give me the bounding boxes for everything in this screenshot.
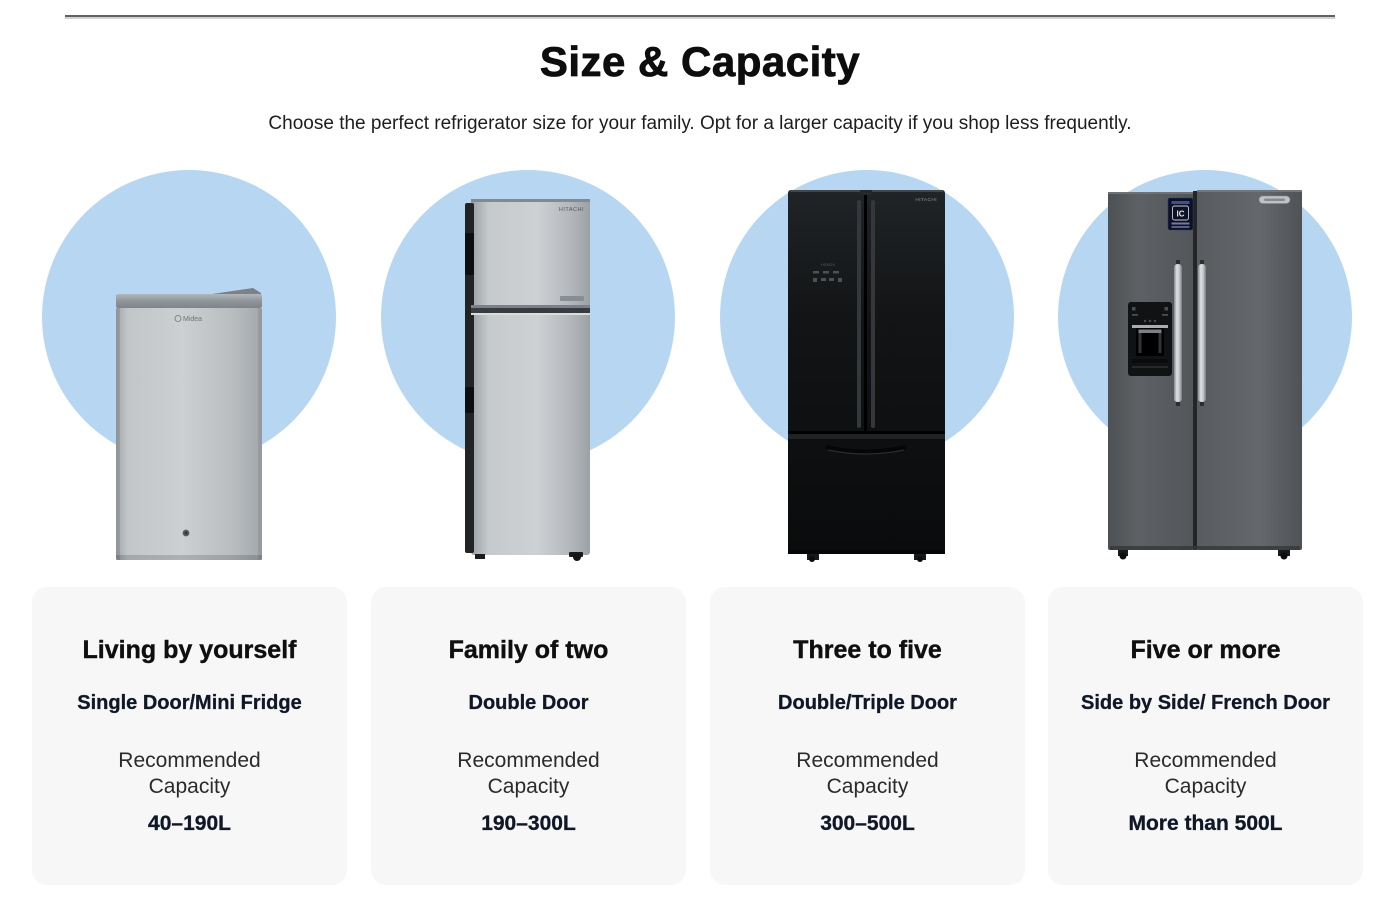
- capacity-range-value: 40–190L: [148, 812, 231, 835]
- option-card-three-to-five: Three to five Double/Triple Door Recomme…: [710, 587, 1025, 885]
- control-panel: [813, 271, 842, 282]
- door-divider: [471, 308, 590, 313]
- fridge-handle: [871, 200, 875, 428]
- door-type-label: Single Door/Mini Fridge: [77, 692, 302, 714]
- capacity-range-value: More than 500L: [1128, 812, 1283, 835]
- household-size-label: Three to five: [793, 636, 942, 664]
- brand-label: Midea: [183, 316, 202, 323]
- double-door-fridge-image: HITACHI: [465, 199, 590, 561]
- french-door-fridge-image: HITACHI HITACHI: [788, 190, 945, 562]
- option-figure-five-or-more: IC: [1048, 160, 1363, 587]
- fridge-handle-strip: [465, 203, 474, 553]
- household-size-label: Living by yourself: [82, 636, 297, 664]
- mini-fridge-image: Midea: [116, 288, 262, 560]
- fridge-handle: [1198, 264, 1206, 402]
- option-card-family-of-two: Family of two Double Door Recommended Ca…: [371, 587, 686, 885]
- door-type-label: Double Door: [468, 692, 589, 714]
- section-subtitle: Choose the perfect refrigerator size for…: [268, 113, 1132, 134]
- drawer-divider: [788, 431, 945, 434]
- door-type-label: Double/Triple Door: [778, 692, 957, 714]
- door-type-label: Side by Side/ French Door: [1081, 692, 1330, 714]
- household-size-label: Five or more: [1130, 636, 1281, 664]
- capacity-range-value: 190–300L: [481, 812, 576, 835]
- household-size-label: Family of two: [448, 636, 609, 664]
- door-gap: [864, 193, 867, 431]
- recommended-capacity-label: Recommended Capacity: [1134, 749, 1277, 798]
- panel-brand-label: HITACHI: [821, 263, 834, 267]
- midea-logo-icon: [174, 315, 182, 322]
- brand-logo-pill: [1258, 195, 1291, 204]
- brand-label: HITACHI: [559, 207, 584, 213]
- recommended-capacity-label: Recommended Capacity: [457, 749, 600, 798]
- inverter-compressor-badge: IC: [1167, 197, 1194, 231]
- option-figure-living-by-yourself: Midea: [32, 160, 347, 587]
- brand-label: HITACHI: [915, 197, 937, 203]
- option-card-living-by-yourself: Living by yourself Single Door/Mini Frid…: [32, 587, 347, 885]
- option-card-five-or-more: Five or more Side by Side/ French Door R…: [1048, 587, 1363, 885]
- fridge-handle: [1174, 264, 1182, 402]
- section-top-divider: [65, 15, 1335, 17]
- door-gap: [1193, 191, 1197, 550]
- recommended-capacity-label: Recommended Capacity: [118, 749, 261, 798]
- fridge-handle: [857, 200, 861, 428]
- badge-label: IC: [1177, 210, 1185, 219]
- side-by-side-fridge-image: IC: [1108, 190, 1302, 560]
- option-figure-three-to-five: HITACHI HITACHI: [710, 160, 1025, 587]
- section-title: Size & Capacity: [539, 38, 861, 86]
- inverter-badge: [560, 296, 584, 301]
- fridge-foot: [475, 554, 485, 559]
- option-figure-family-of-two: HITACHI: [371, 160, 686, 587]
- water-dispenser: [1128, 302, 1172, 376]
- capacity-range-value: 300–500L: [820, 812, 915, 835]
- drawer-handle: [825, 445, 907, 454]
- recommended-capacity-label: Recommended Capacity: [796, 749, 939, 798]
